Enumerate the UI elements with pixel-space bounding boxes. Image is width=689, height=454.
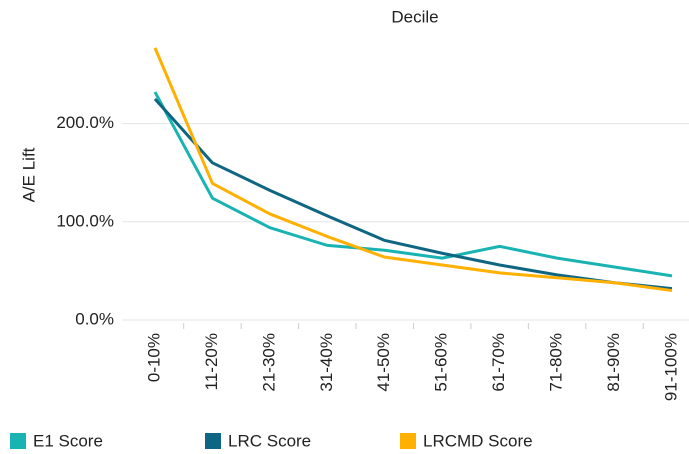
y-tick-label: 200.0%	[56, 113, 114, 132]
legend-swatch	[10, 433, 26, 449]
legend-swatch	[400, 433, 416, 449]
x-tick-label: 0-10%	[144, 333, 163, 382]
x-tick-label: 21-30%	[259, 333, 278, 392]
legend-label: LRCMD Score	[423, 431, 533, 450]
x-tick-label: 91-100%	[661, 333, 680, 401]
x-tick-label: 71-80%	[547, 333, 566, 392]
chart-title: Decile	[391, 7, 438, 26]
y-axis-label: A/E Lift	[19, 147, 38, 202]
legend-label: LRC Score	[228, 431, 311, 450]
x-tick-label: 11-20%	[202, 333, 221, 390]
line	[153, 91, 673, 278]
x-tick-label: 41-50%	[374, 333, 393, 392]
y-tick-label: 100.0%	[56, 211, 114, 230]
legend-swatch	[205, 433, 221, 449]
x-tick-label: 51-60%	[432, 333, 451, 392]
x-tick-label: 81-90%	[604, 333, 623, 392]
line	[153, 47, 673, 293]
x-tick-label: 31-40%	[317, 333, 336, 392]
x-tick-label: 61-70%	[489, 333, 508, 392]
y-tick-label: 0.0%	[75, 310, 114, 329]
legend-label: E1 Score	[33, 431, 103, 450]
